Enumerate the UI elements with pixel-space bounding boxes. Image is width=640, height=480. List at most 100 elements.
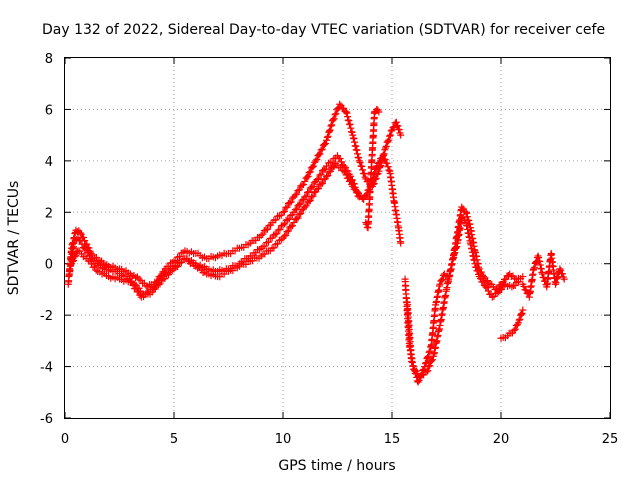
data-point <box>128 278 136 286</box>
data-point <box>453 243 461 251</box>
data-point <box>270 244 278 252</box>
data-point <box>156 280 164 288</box>
data-point <box>387 127 395 135</box>
x-tick-label: 5 <box>170 432 178 447</box>
data-point <box>344 113 352 121</box>
x-axis-label: GPS time / hours <box>278 458 395 474</box>
data-point <box>304 188 312 196</box>
data-point <box>493 289 501 297</box>
data-point <box>557 266 565 274</box>
data-point <box>305 169 313 177</box>
data-point <box>450 254 458 262</box>
data-point <box>308 193 316 201</box>
y-axis-label: SDTVAR / TECUs <box>6 181 22 296</box>
y-tick-label: 4 <box>45 155 53 170</box>
data-point <box>280 208 288 216</box>
data-point <box>279 208 287 216</box>
data-point <box>317 170 325 178</box>
data-point <box>560 275 568 283</box>
data-point <box>174 263 182 271</box>
data-point <box>384 163 392 171</box>
data-point <box>301 177 309 185</box>
data-point <box>518 309 526 317</box>
data-point <box>179 249 187 257</box>
data-point <box>306 168 314 176</box>
data-point <box>332 110 340 118</box>
data-point <box>284 227 292 235</box>
data-point <box>381 144 389 152</box>
data-point <box>293 205 301 213</box>
data-point <box>306 197 314 205</box>
data-point <box>392 118 400 126</box>
data-point <box>497 286 505 294</box>
chart-title: Day 132 of 2022, Sidereal Day-to-day VTE… <box>42 22 605 38</box>
data-point <box>285 215 293 223</box>
data-point <box>382 142 390 150</box>
data-point <box>301 203 309 211</box>
data-point <box>78 240 86 248</box>
data-point <box>302 202 310 210</box>
data-point <box>313 176 321 183</box>
data-point <box>309 182 317 190</box>
data-point <box>397 239 405 247</box>
data-point <box>286 199 294 207</box>
data-point <box>351 185 359 193</box>
data-point <box>345 117 353 125</box>
data-point <box>274 226 282 234</box>
data-point <box>289 222 297 230</box>
data-point <box>517 310 525 318</box>
data-point <box>419 366 427 374</box>
data-point <box>347 124 355 132</box>
data-point <box>374 159 382 167</box>
data-point <box>315 151 323 159</box>
data-point <box>262 226 270 234</box>
data-point <box>358 162 366 170</box>
data-point <box>161 275 169 283</box>
data-point <box>452 244 460 252</box>
data-point <box>361 173 369 181</box>
data-point <box>299 181 307 189</box>
data-point <box>320 140 328 148</box>
data-point <box>353 189 361 197</box>
data-point <box>126 278 134 286</box>
data-point <box>368 176 376 184</box>
data-point <box>511 325 519 333</box>
data-point <box>408 357 416 365</box>
data-point <box>261 242 269 250</box>
data-point <box>270 231 278 239</box>
data-point <box>313 155 321 163</box>
data-point <box>355 193 363 201</box>
data-point <box>84 249 92 257</box>
data-point <box>336 100 344 108</box>
data-point <box>532 258 540 266</box>
y-tick-label: 6 <box>45 103 53 118</box>
data-point <box>516 315 524 323</box>
data-point <box>282 204 290 212</box>
data-point <box>302 192 310 200</box>
data-point <box>488 293 496 301</box>
data-point <box>397 131 405 139</box>
data-point <box>322 140 330 148</box>
x-tick-label: 10 <box>275 432 292 447</box>
data-point <box>477 275 485 283</box>
data-point <box>360 170 368 178</box>
data-point <box>514 278 522 286</box>
data-point <box>389 123 397 131</box>
data-point <box>538 270 546 278</box>
data-point <box>330 115 338 123</box>
data-point <box>356 159 364 167</box>
data-point <box>86 257 94 265</box>
data-point <box>425 348 433 356</box>
data-point <box>297 210 305 218</box>
data-point <box>320 166 328 174</box>
data-point <box>87 260 95 268</box>
data-point <box>310 162 318 170</box>
data-point <box>463 209 471 217</box>
data-point <box>511 281 519 289</box>
data-point <box>346 121 354 129</box>
data-point <box>424 352 432 360</box>
data-point <box>451 249 459 257</box>
data-point <box>479 278 487 286</box>
data-point <box>280 232 288 240</box>
data-point <box>530 263 538 271</box>
